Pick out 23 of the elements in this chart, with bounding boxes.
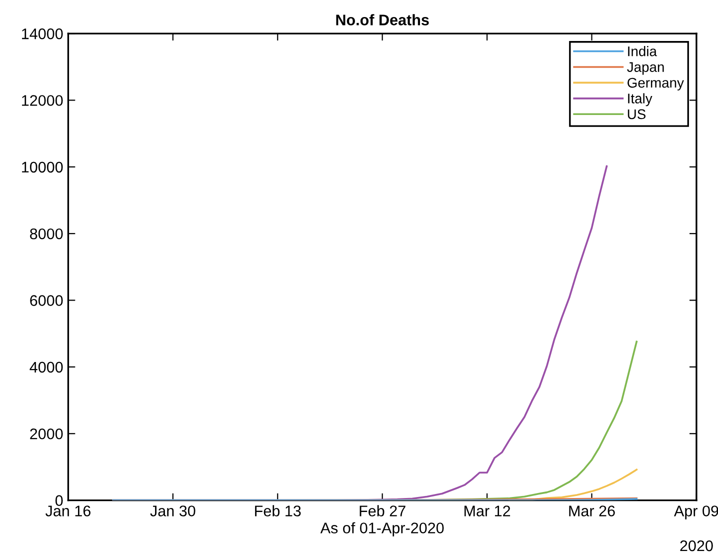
- x-tick-label: Mar 12: [464, 506, 510, 516]
- y-tick-label: 12000: [22, 95, 63, 106]
- x-axis-title: As of 01-Apr-2020: [320, 522, 444, 536]
- legend-label: Japan: [627, 62, 664, 75]
- y-tick-label: 2000: [30, 428, 63, 440]
- y-tick-label: 10000: [22, 162, 63, 173]
- legend-label: US: [628, 109, 646, 120]
- x-tick-label: Jan 30: [150, 506, 196, 516]
- legend-label: Italy: [628, 93, 652, 106]
- x-tick-label: Feb 27: [360, 505, 406, 516]
- chart-title: No.of Deaths: [336, 14, 429, 26]
- text: 2020: [680, 540, 713, 552]
- y-tick-label: 0: [55, 495, 63, 506]
- y-tick-label: 4000: [30, 362, 63, 373]
- x-tick-label: Mar 26: [569, 506, 615, 516]
- x-tick-label: Jan 16: [46, 506, 90, 516]
- y-tick-label: 14000: [22, 28, 63, 40]
- x-tick-label: Apr 09: [674, 506, 718, 520]
- legend-label: India: [628, 46, 657, 56]
- y-tick-label: 8000: [30, 228, 63, 240]
- y-tick-label: 6000: [30, 295, 63, 306]
- x-tick-label: Feb 13: [255, 505, 301, 516]
- legend-label: Germany: [628, 78, 684, 90]
